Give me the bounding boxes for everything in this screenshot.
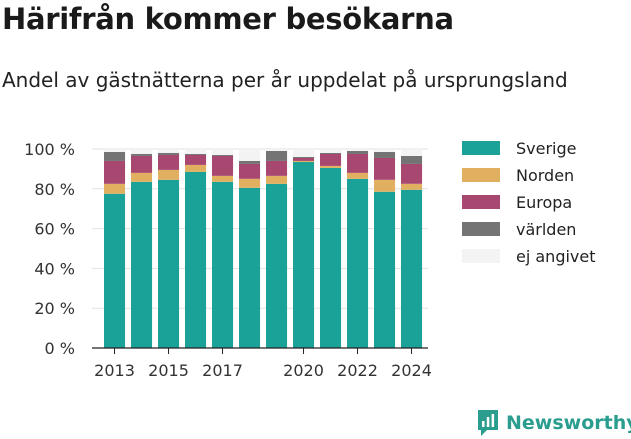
legend-swatch [462, 195, 500, 209]
bar-segment [293, 160, 315, 162]
bar-segment [401, 189, 423, 348]
legend: Sverige Norden Europa världen ej angivet [462, 139, 596, 266]
bar-segment [293, 157, 315, 161]
bar-segment [266, 183, 288, 348]
bar-segment [239, 160, 261, 164]
legend-label: Europa [516, 193, 572, 212]
bar-segment [401, 155, 423, 164]
bar-segment [212, 154, 234, 156]
bar-segment [158, 154, 180, 170]
bar-segment [320, 152, 342, 154]
bar-segment [131, 155, 153, 173]
bar-segment [347, 178, 369, 348]
x-tick-label: 2024 [391, 361, 432, 380]
bar-segment [293, 161, 315, 348]
bar-segment [158, 169, 180, 180]
bar-segment [320, 149, 342, 153]
legend-label: Sverige [516, 139, 577, 158]
bar-segment [131, 172, 153, 182]
bar-segment [266, 175, 288, 184]
legend-label: Norden [516, 166, 574, 185]
bar-segment [293, 149, 315, 157]
bar-segment [374, 191, 396, 348]
y-tick-label: 100 % [24, 140, 75, 159]
chart-subtitle: Andel av gästnätterna per år uppdelat på… [2, 68, 568, 92]
brand-name: Newsworthy [506, 412, 631, 434]
bar-segment [374, 149, 396, 152]
bar-segment [104, 183, 126, 194]
bar-segment [320, 165, 342, 168]
bar-segment [104, 160, 126, 184]
bar-segment [104, 151, 126, 161]
bar-segment [347, 150, 369, 154]
bar-segment [185, 164, 207, 172]
x-tick-label: 2017 [202, 361, 243, 380]
bar-segment [266, 150, 288, 161]
brand-logo: Newsworthy [476, 408, 631, 438]
bar-segment [374, 151, 396, 158]
y-tick-label: 20 % [34, 299, 75, 318]
bar-segment [212, 155, 234, 176]
bar-segment [212, 149, 234, 155]
bar-segment [131, 153, 153, 156]
x-tick-label: 2022 [337, 361, 378, 380]
bar-segment [266, 149, 288, 151]
bar-segment [374, 179, 396, 192]
axes-group: 0 % 20 % 40 % 60 % 80 % 100 % 2013 2015 2017 2020… [24, 140, 432, 380]
bar-segment [131, 149, 153, 154]
bar-segment [212, 175, 234, 182]
legend-swatch [462, 141, 500, 155]
bar-segment [239, 178, 261, 188]
bar-segment [158, 149, 180, 153]
y-tick-label: 80 % [34, 180, 75, 199]
bar-segment [239, 187, 261, 348]
y-tick-label: 40 % [34, 259, 75, 278]
legend-swatch [462, 249, 500, 263]
bar-segment [266, 160, 288, 176]
legend-swatch [462, 168, 500, 182]
bar-segment [185, 149, 207, 154]
chart-title: Härifrån kommer besökarna [2, 2, 454, 36]
bar-segment [401, 183, 423, 190]
bar-segment [239, 149, 261, 161]
x-tick-label: 2013 [94, 361, 135, 380]
y-tick-label: 0 % [45, 339, 75, 358]
bar-segment [212, 181, 234, 348]
x-tick-label: 2015 [148, 361, 189, 380]
bar-segment [347, 153, 369, 173]
x-tick-label: 2020 [283, 361, 324, 380]
bar-segment [374, 157, 396, 180]
newsworthy-logo-icon [478, 410, 498, 436]
legend-label: världen [516, 220, 576, 239]
bars-group [104, 149, 423, 348]
bar-segment [104, 149, 126, 152]
bar-segment [320, 153, 342, 166]
bar-segment [347, 172, 369, 179]
legend-label: ej angivet [516, 247, 596, 266]
y-tick-label: 60 % [34, 220, 75, 239]
bar-segment [347, 149, 369, 151]
bar-segment [104, 193, 126, 348]
bar-segment [131, 181, 153, 348]
bar-segment [320, 167, 342, 348]
bar-segment [239, 163, 261, 179]
bar-segment [293, 156, 315, 158]
bar-segment [401, 149, 423, 156]
bar-segment [185, 154, 207, 165]
bar-segment [158, 179, 180, 348]
bar-segment [185, 171, 207, 348]
bar-segment [401, 163, 423, 184]
bar-segment [185, 153, 207, 155]
bar-segment [158, 152, 180, 155]
legend-swatch [462, 222, 500, 236]
